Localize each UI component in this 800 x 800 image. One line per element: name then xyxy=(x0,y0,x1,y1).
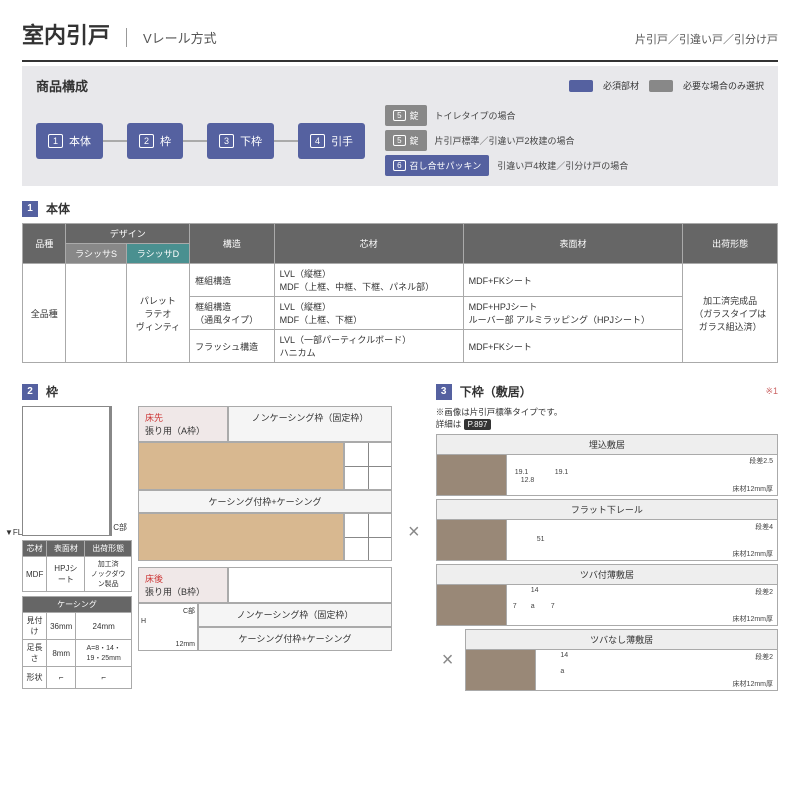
page-subtitle: Vレール方式 xyxy=(126,28,217,47)
multiply-icon: × xyxy=(408,521,420,544)
section-2-head: 2 枠 xyxy=(22,383,392,400)
frame-mini-table-1: 芯材表面材出荷形態 MDFHPJシート加工済 ノックダウン製品 xyxy=(22,540,132,592)
header-right-text: 片引戸／引違い戸／引分け戸 xyxy=(635,31,778,47)
frame-mini-table-2: ケーシング 見付け36mm24mm 足長さ8mmA=8・14・19・25mm 形… xyxy=(22,596,132,689)
flow-step-2: 2枠 xyxy=(127,123,183,159)
frame-diagram: ▼FL C部 芯材表面材出荷形態 MDFHPJシート加工済 ノックダウン製品 ケ… xyxy=(22,406,132,689)
page-title: 室内引戸 xyxy=(22,18,110,50)
spec-table: 品種 デザイン 構造 芯材 表面材 出荷形態 ラシッサS ラシッサD 全品種 パ… xyxy=(22,223,778,363)
page-header: 室内引戸 Vレール方式 片引戸／引違い戸／引分け戸 xyxy=(22,18,778,50)
flow-step-1: 1本体 xyxy=(36,123,103,159)
section-1-head: 1 本体 xyxy=(22,200,778,217)
frame-types: 床先張り用（A枠） ノンケーシング枠（固定枠） ケーシング付枠+ケーシング 床後… xyxy=(138,406,392,689)
flow-main: 1本体 2枠 3下枠 4引手 xyxy=(36,123,365,159)
flow-step-3: 3下枠 xyxy=(207,123,274,159)
sill-note: ※画像は片引戸標準タイプです。 詳細は P.897 xyxy=(436,406,778,430)
flow-branches: 5錠トイレタイプの場合 5錠片引戸標準／引違い戸2枚建の場合 6召し合せパッキン… xyxy=(385,105,628,176)
sill-types: 埋込敷居 段差2.5 19.1 19.1 12.8 床材12mm厚 フラット下レ… xyxy=(436,434,778,691)
composition-panel: 商品構成 必須部材 必要な場合のみ選択 1本体 2枠 3下枠 4引手 5錠トイレ… xyxy=(22,66,778,186)
section-3-head: 3 下枠（敷居） ※1 xyxy=(436,383,778,400)
composition-title: 商品構成 xyxy=(36,76,88,95)
flow-step-4: 4引手 xyxy=(298,123,365,159)
legend: 必須部材 必要な場合のみ選択 xyxy=(569,79,764,92)
